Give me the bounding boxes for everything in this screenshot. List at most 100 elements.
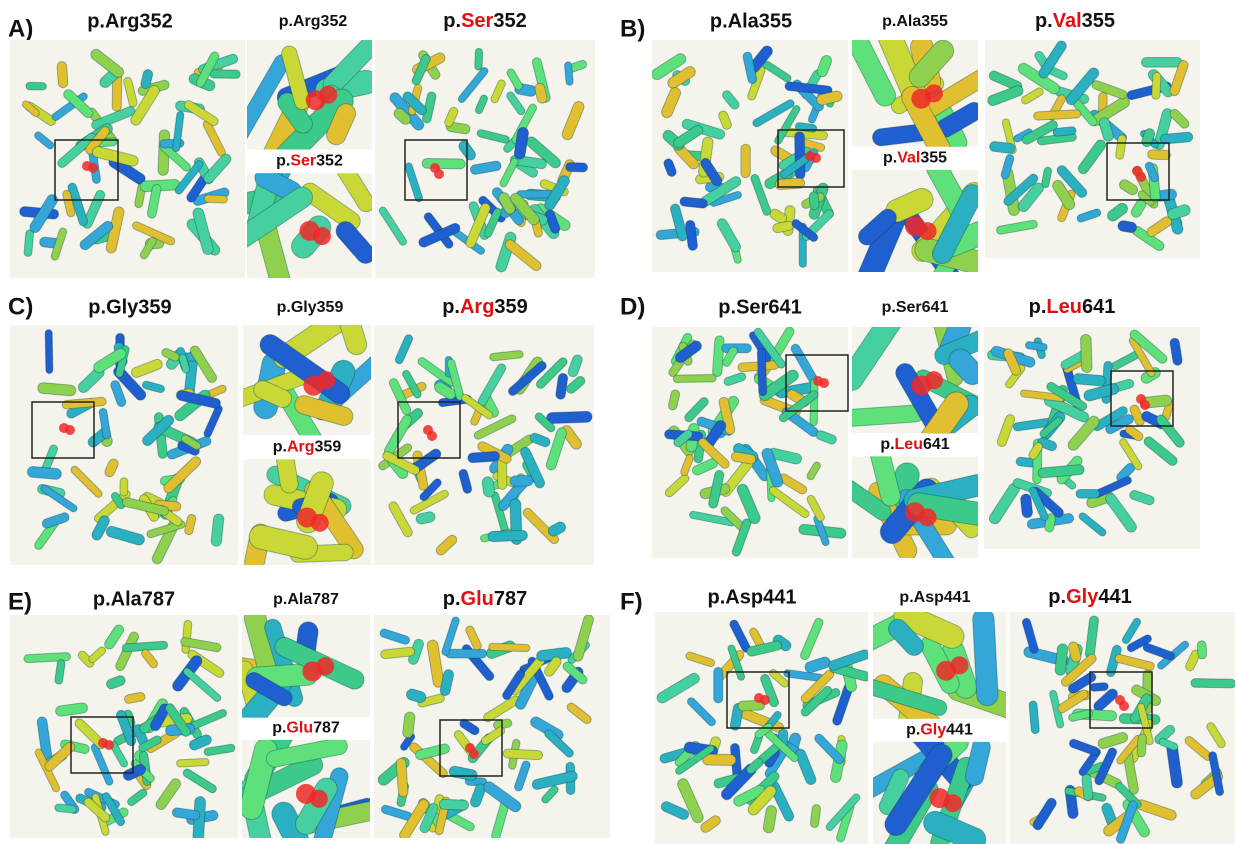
residue-sphere <box>1119 701 1129 711</box>
residue-sphere <box>65 425 75 435</box>
helix <box>1090 682 1109 691</box>
mutant-title: p.Leu641 <box>1029 296 1116 318</box>
title-number: 359 <box>315 439 342 456</box>
protein-image <box>243 448 371 573</box>
helix <box>475 48 483 70</box>
wild-title: p.Ala787 <box>93 588 175 610</box>
residue-sphere <box>311 514 329 532</box>
helix <box>1191 679 1236 688</box>
inset-wild-title: p.Gly359 <box>277 299 344 316</box>
helix <box>757 348 767 396</box>
title-residue: Ser <box>290 153 316 170</box>
helix <box>1020 494 1033 519</box>
helix <box>775 178 805 190</box>
mutant-title: p.Val355 <box>1035 10 1115 32</box>
title-residue: Gly <box>1066 586 1099 608</box>
helix <box>26 82 47 90</box>
title-number: 355 <box>1082 10 1115 32</box>
protein-image <box>374 614 610 843</box>
inset-wild-title: p.Ser641 <box>882 299 949 316</box>
residue-sphere <box>310 790 328 808</box>
title-residue: Glu <box>286 720 313 737</box>
helix <box>503 749 543 760</box>
title-residue: Leu <box>895 436 923 453</box>
residue-sphere <box>819 378 829 388</box>
title-prefix: p. <box>1048 586 1066 608</box>
wild-title: p.Arg352 <box>87 10 173 32</box>
helix <box>1033 110 1081 121</box>
protein-image <box>852 153 995 295</box>
helix <box>1197 641 1207 660</box>
title-prefix: p. <box>880 436 894 453</box>
protein-image <box>652 325 848 558</box>
helix <box>468 451 500 463</box>
mutant-title: p.Ser352 <box>443 10 526 32</box>
mutant-title: p.Ser352 <box>276 153 343 170</box>
title-residue: Glu <box>461 588 494 610</box>
residue-sphere <box>434 169 444 179</box>
panel-label: A) <box>8 15 33 42</box>
protein-image <box>985 39 1200 258</box>
wild-title: p.Asp441 <box>708 586 797 608</box>
residue-sphere <box>925 84 943 102</box>
helix <box>1148 150 1171 160</box>
residue-sphere <box>319 86 337 104</box>
residue-sphere <box>925 371 943 389</box>
title-prefix: p. <box>1029 296 1047 318</box>
helix <box>546 411 592 423</box>
panel-label: D) <box>620 293 645 320</box>
protein-image <box>229 300 392 451</box>
mutant-title: p.Glu787 <box>443 588 528 610</box>
panel-label: B) <box>620 15 645 42</box>
title-prefix: p. <box>443 10 461 32</box>
wild-title: p.Ala355 <box>710 10 792 32</box>
helix <box>24 229 34 256</box>
residue-sphere <box>1140 400 1150 410</box>
title-prefix: p. <box>883 150 897 167</box>
title-residue: Arg <box>287 439 315 456</box>
helix <box>396 758 408 797</box>
protein-image <box>375 40 595 278</box>
residue-sphere <box>317 371 335 389</box>
mutant-title: p.Leu641 <box>880 436 949 453</box>
protein-image <box>837 434 999 578</box>
inset-wild-title: p.Ala355 <box>882 13 948 30</box>
title-prefix: p. <box>273 439 287 456</box>
helix <box>439 799 469 810</box>
title-prefix: p. <box>442 296 460 318</box>
residue-sphere <box>950 656 968 674</box>
helix <box>176 758 209 767</box>
helix <box>741 144 750 177</box>
title-prefix: p. <box>276 153 290 170</box>
helix <box>488 530 528 542</box>
panel-label: C) <box>8 293 33 320</box>
wild-title: p.Ser641 <box>718 296 801 318</box>
mutant-title: p.Arg359 <box>442 296 528 318</box>
wild-title: p.Gly359 <box>88 296 171 318</box>
title-prefix: p. <box>272 720 286 737</box>
helix <box>210 70 241 79</box>
mutant-title: p.Arg359 <box>273 439 342 456</box>
residue-sphere <box>316 657 334 675</box>
title-number: 787 <box>313 720 340 737</box>
helix <box>1142 57 1182 67</box>
panel-label: F) <box>620 588 643 615</box>
inset-wild-title: p.Asp441 <box>899 589 970 606</box>
helix <box>120 478 128 496</box>
helix <box>566 162 588 172</box>
helix <box>673 374 716 382</box>
residue-sphere <box>811 153 821 163</box>
residue-sphere <box>313 227 331 245</box>
residue-sphere <box>427 431 437 441</box>
mutant-title: p.Gly441 <box>906 722 973 739</box>
protein-image <box>10 40 245 278</box>
title-number: 787 <box>494 588 527 610</box>
panel-label: E) <box>8 588 32 615</box>
residue-sphere <box>919 222 937 240</box>
residue-sphere <box>919 508 937 526</box>
title-number: 641 <box>1082 296 1115 318</box>
protein-image <box>650 40 848 272</box>
residue-sphere <box>469 749 479 759</box>
title-number: 359 <box>494 296 527 318</box>
title-prefix: p. <box>906 722 920 739</box>
